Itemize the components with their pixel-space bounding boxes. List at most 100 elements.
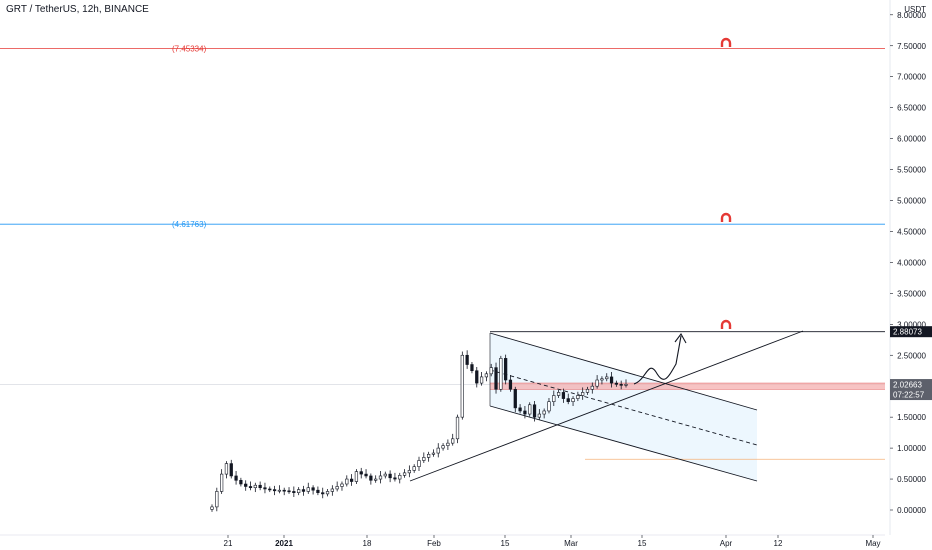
candle[interactable] xyxy=(600,378,604,381)
candle[interactable] xyxy=(552,395,556,402)
candle[interactable] xyxy=(624,384,628,386)
candle[interactable] xyxy=(335,486,339,490)
candle[interactable] xyxy=(354,471,359,482)
candle[interactable] xyxy=(460,354,464,418)
candle[interactable] xyxy=(407,470,411,474)
candle[interactable] xyxy=(215,491,219,508)
candle[interactable] xyxy=(378,475,383,480)
candle[interactable] xyxy=(513,388,517,409)
candle[interactable] xyxy=(268,488,272,491)
candle[interactable] xyxy=(388,473,392,479)
candle[interactable] xyxy=(441,445,445,449)
candle[interactable] xyxy=(321,492,325,495)
magnet-icon[interactable] xyxy=(720,319,732,329)
candle[interactable] xyxy=(576,395,580,399)
candle[interactable] xyxy=(470,364,474,372)
candle[interactable] xyxy=(234,475,238,481)
candle[interactable] xyxy=(465,354,469,365)
symbol-title[interactable]: GRT / TetherUS, 12h, BINANCE xyxy=(6,4,149,15)
candle[interactable] xyxy=(508,379,513,390)
candle[interactable] xyxy=(484,373,489,378)
candle[interactable] xyxy=(566,398,570,402)
candle[interactable] xyxy=(585,388,590,393)
candle[interactable] xyxy=(590,385,594,390)
candle[interactable] xyxy=(402,472,407,476)
candle[interactable] xyxy=(258,484,262,489)
candle[interactable] xyxy=(229,463,233,477)
candle[interactable] xyxy=(374,478,378,481)
candle[interactable] xyxy=(494,367,498,390)
candle[interactable] xyxy=(253,484,257,489)
candle[interactable] xyxy=(345,478,349,485)
candle[interactable] xyxy=(518,407,522,412)
resistance-price-tag[interactable]: 2.88073 xyxy=(893,328,922,337)
candle[interactable] xyxy=(489,367,493,375)
candle[interactable] xyxy=(523,410,527,415)
candle[interactable] xyxy=(364,473,368,477)
candle[interactable] xyxy=(499,358,503,390)
candle[interactable] xyxy=(581,392,585,396)
candle[interactable] xyxy=(427,453,431,458)
candle[interactable] xyxy=(556,392,561,396)
channel-mid-line[interactable] xyxy=(489,369,758,446)
candle[interactable] xyxy=(605,376,609,380)
candle[interactable] xyxy=(532,404,537,418)
candle[interactable] xyxy=(571,398,575,402)
magnet-icon[interactable] xyxy=(720,212,732,222)
candle[interactable] xyxy=(311,487,315,491)
candle[interactable] xyxy=(455,416,460,440)
candle[interactable] xyxy=(451,438,455,444)
projection-path[interactable] xyxy=(633,335,682,385)
candle[interactable] xyxy=(306,487,310,492)
candle[interactable] xyxy=(479,376,484,384)
candle[interactable] xyxy=(398,475,402,480)
candle[interactable] xyxy=(359,471,363,475)
magnet-icon[interactable] xyxy=(720,37,732,47)
candle[interactable] xyxy=(537,413,541,418)
candle[interactable] xyxy=(417,460,421,467)
candle[interactable] xyxy=(614,382,618,385)
candle[interactable] xyxy=(224,463,229,475)
candle[interactable] xyxy=(349,478,354,482)
candle[interactable] xyxy=(272,489,277,492)
candle[interactable] xyxy=(287,490,291,493)
candle[interactable] xyxy=(393,477,397,480)
candle[interactable] xyxy=(619,384,623,386)
candle[interactable] xyxy=(595,379,599,387)
candle[interactable] xyxy=(383,473,387,477)
candle[interactable] xyxy=(547,401,551,412)
current-price-tag[interactable]: 2.02663 xyxy=(893,381,922,390)
candle[interactable] xyxy=(316,489,320,493)
candle[interactable] xyxy=(325,491,330,495)
candle[interactable] xyxy=(609,376,614,384)
candle[interactable] xyxy=(210,506,214,510)
candle[interactable] xyxy=(422,457,426,461)
candle[interactable] xyxy=(446,442,450,446)
candle[interactable] xyxy=(297,489,301,493)
candle[interactable] xyxy=(301,489,306,492)
candle[interactable] xyxy=(277,489,282,492)
candle[interactable] xyxy=(528,404,532,415)
candle[interactable] xyxy=(244,483,248,487)
candle[interactable] xyxy=(282,489,286,492)
candle[interactable] xyxy=(431,452,436,455)
countdown-tag[interactable]: 07:22:57 xyxy=(893,391,925,400)
time-tick-label: 2021 xyxy=(275,539,293,548)
candle[interactable] xyxy=(340,483,344,487)
candle[interactable] xyxy=(220,473,224,492)
candle[interactable] xyxy=(292,491,296,493)
candle[interactable] xyxy=(239,479,243,485)
candle[interactable] xyxy=(436,447,440,454)
channel-upper-line[interactable] xyxy=(489,332,758,411)
candle[interactable] xyxy=(561,392,566,399)
candle[interactable] xyxy=(542,410,546,415)
rising-trendline[interactable] xyxy=(409,330,804,482)
candle[interactable] xyxy=(263,487,267,490)
candle[interactable] xyxy=(412,466,416,471)
candle[interactable] xyxy=(504,358,508,381)
candle[interactable] xyxy=(330,488,334,492)
candle[interactable] xyxy=(369,475,373,481)
candle[interactable] xyxy=(475,370,479,384)
candle[interactable] xyxy=(248,486,253,489)
